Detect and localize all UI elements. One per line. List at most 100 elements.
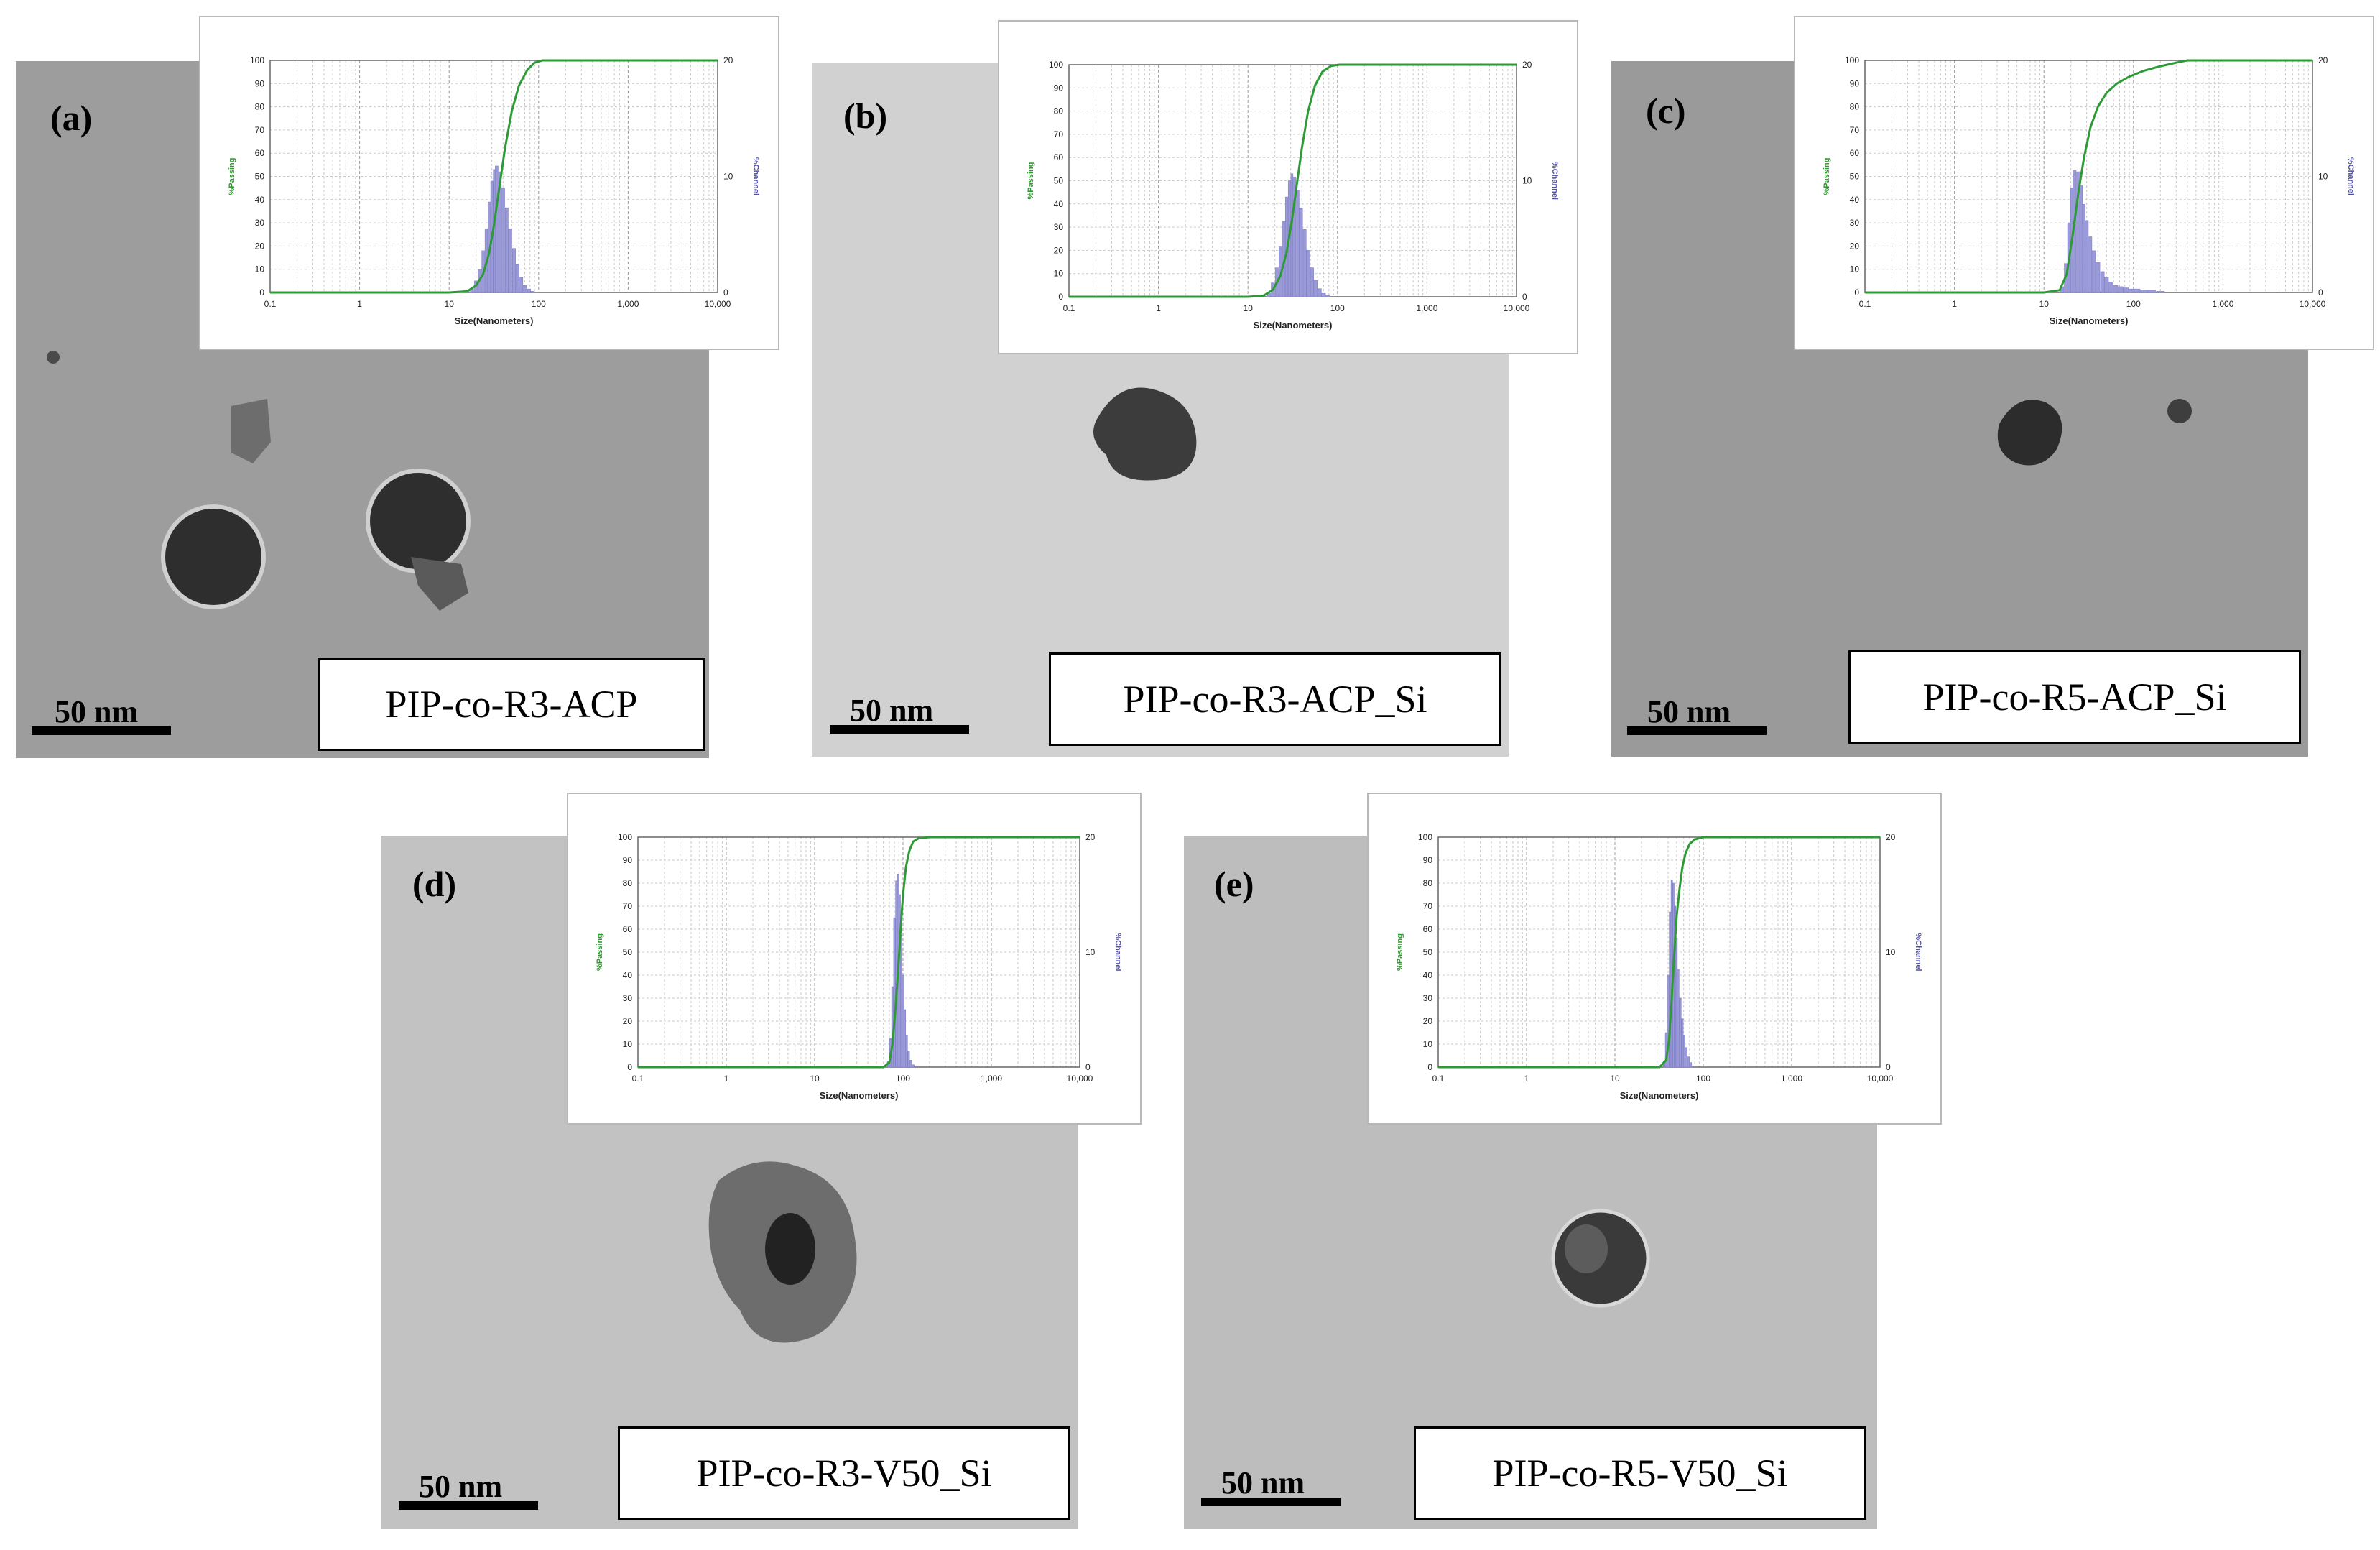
y-tick-label: 10 — [1850, 264, 1860, 275]
chart-grid — [637, 836, 1080, 1068]
right-axis-title: %Channel — [2346, 157, 2355, 195]
x-axis-ticks: 0.1 1 10 100 1,000 10,000 — [1859, 299, 2326, 309]
y-tick-label: 90 — [1423, 855, 1433, 865]
y-tick-label: 100 — [1418, 832, 1432, 842]
right-axis-ticks: 0 10 20 — [1886, 832, 1896, 1072]
x-tick-label: 10 — [810, 1074, 820, 1084]
sample-label: PIP-co-R5-V50_Si — [1414, 1426, 1866, 1520]
histogram-bar — [527, 288, 531, 293]
x-axis-ticks: 0.1 1 10 100 1,000 10,000 — [264, 299, 731, 309]
histogram-bar — [1317, 288, 1322, 297]
y-tick-label: 30 — [1850, 218, 1860, 228]
channel-histogram — [1662, 879, 1694, 1068]
x-tick-label: 0.1 — [1063, 303, 1075, 313]
y-tick-label: 100 — [250, 55, 264, 65]
y-tick-label: 20 — [623, 1016, 633, 1026]
histogram-bar — [495, 165, 499, 293]
histogram-bar — [531, 291, 535, 293]
size-distribution-chart-b: 0 10 20 30 40 50 60 70 80 90 100 0 10 20 0.1 1 10 100 1,00… — [998, 20, 1578, 354]
y-tick-label: 60 — [255, 148, 265, 158]
histogram-bar — [2139, 290, 2148, 293]
y-tick-label: 10 — [1522, 176, 1532, 186]
passing-curve — [638, 836, 1080, 1069]
left-axis-title: %Passing — [596, 933, 604, 971]
y-tick-label: 80 — [255, 102, 265, 112]
histogram-bar — [2129, 288, 2134, 293]
x-tick-label: 10,000 — [705, 299, 731, 309]
x-tick-label: 1 — [724, 1074, 729, 1084]
sample-label: PIP-co-R3-ACP — [318, 658, 705, 751]
histogram-bar — [900, 934, 903, 1068]
x-tick-label: 1,000 — [1781, 1074, 1802, 1084]
y-tick-label: 0 — [1886, 1062, 1891, 1072]
y-tick-label: 80 — [1054, 106, 1064, 116]
x-axis-title: Size(Nanometers) — [820, 1090, 899, 1101]
histogram-bar — [505, 207, 509, 293]
x-axis-ticks: 0.1 1 10 100 1,000 10,000 — [1063, 303, 1530, 313]
y-tick-label: 70 — [1423, 901, 1433, 911]
y-tick-label: 50 — [1054, 176, 1064, 186]
y-tick-label: 90 — [1850, 78, 1860, 88]
y-tick-label: 10 — [1886, 947, 1896, 957]
histogram-bar — [1679, 997, 1682, 1068]
chart-grid — [1437, 836, 1880, 1068]
x-tick-label: 10,000 — [1504, 303, 1530, 313]
histogram-bar — [2091, 250, 2096, 293]
y-tick-label: 100 — [618, 832, 632, 842]
histogram-bar — [1685, 1047, 1687, 1068]
y-tick-label: 100 — [1049, 60, 1063, 70]
y-tick-label: 20 — [723, 55, 733, 65]
tem-particles — [1093, 387, 1197, 481]
y-tick-label: 20 — [2318, 55, 2328, 65]
right-axis-title: %Channel — [1914, 933, 1922, 971]
y-tick-label: 10 — [723, 172, 733, 182]
histogram-bar — [522, 285, 527, 293]
sample-label: PIP-co-R3-ACP_Si — [1049, 652, 1501, 746]
y-tick-label: 10 — [255, 264, 265, 275]
x-axis-ticks: 0.1 1 10 100 1,000 10,000 — [1432, 1074, 1894, 1084]
x-axis-title: Size(Nanometers) — [455, 315, 534, 326]
y-tick-label: 90 — [1054, 83, 1064, 93]
y-tick-label: 50 — [623, 947, 633, 957]
y-tick-label: 10 — [623, 1039, 633, 1049]
x-tick-label: 100 — [2126, 299, 2141, 309]
x-axis-title: Size(Nanometers) — [1254, 320, 1333, 331]
y-tick-label: 20 — [1054, 245, 1064, 255]
left-axis-title: %Passing — [228, 158, 236, 195]
scale-bar-line — [830, 725, 969, 734]
tem-particles — [1997, 399, 2192, 466]
y-tick-label: 0 — [723, 287, 728, 297]
y-tick-label: 10 — [2318, 172, 2328, 182]
y-tick-label: 0 — [1854, 287, 1859, 297]
histogram-bar — [902, 974, 904, 1068]
y-tick-label: 80 — [1423, 878, 1433, 888]
x-tick-label: 10 — [2039, 299, 2050, 309]
histogram-bar — [2085, 220, 2089, 293]
x-tick-label: 0.1 — [1859, 299, 1871, 309]
histogram-bar — [1687, 1056, 1690, 1068]
x-tick-label: 1,000 — [981, 1074, 1002, 1084]
right-axis-title: %Channel — [751, 157, 760, 195]
channel-histogram — [1266, 173, 1330, 297]
x-tick-label: 10 — [1610, 1074, 1620, 1084]
right-axis-ticks: 0 10 20 — [723, 55, 733, 297]
histogram-bar — [1313, 280, 1318, 297]
histogram-bar — [1310, 267, 1314, 297]
y-tick-label: 60 — [1423, 924, 1433, 934]
right-axis-title: %Channel — [1113, 933, 1122, 971]
y-tick-label: 30 — [1054, 222, 1064, 232]
histogram-bar — [2108, 282, 2113, 293]
histogram-bar — [2100, 271, 2105, 293]
histogram-bar — [2096, 262, 2101, 293]
panel-letter: (d) — [412, 864, 457, 904]
x-tick-label: 100 — [1696, 1074, 1710, 1084]
y-tick-label: 70 — [1054, 129, 1064, 139]
y-tick-label: 0 — [627, 1062, 632, 1072]
histogram-bar — [2147, 290, 2156, 293]
y-tick-label: 70 — [623, 901, 633, 911]
histogram-bar — [912, 1064, 915, 1068]
channel-histogram — [886, 873, 915, 1068]
y-tick-label: 40 — [255, 195, 265, 205]
x-tick-label: 1 — [1952, 299, 1957, 309]
x-tick-label: 1 — [1524, 1074, 1529, 1084]
